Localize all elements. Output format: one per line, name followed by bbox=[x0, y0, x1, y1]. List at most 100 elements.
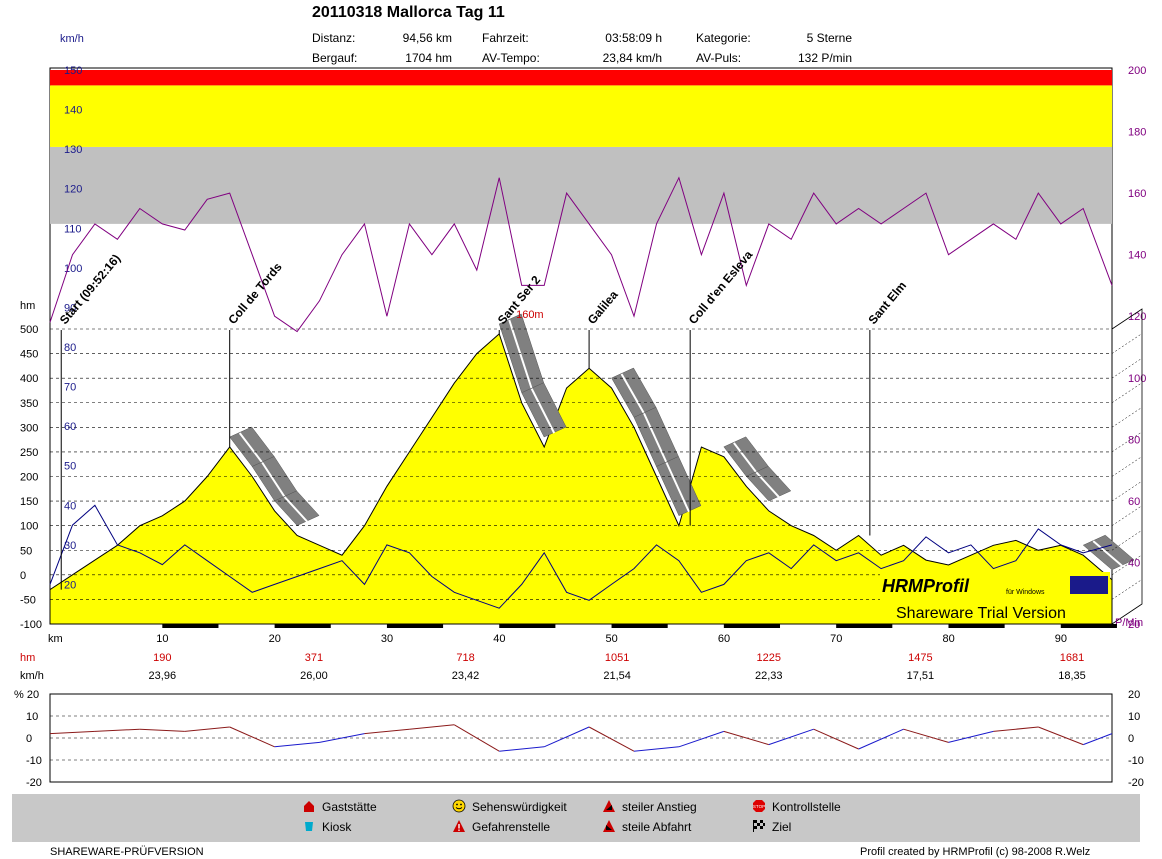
stat-value: 03:58:09 h bbox=[605, 31, 662, 45]
descent-band bbox=[521, 382, 567, 438]
speed-line bbox=[49, 504, 1113, 609]
speed-tick-label: 150 bbox=[64, 65, 82, 77]
watermark-trial: Shareware Trial Version bbox=[896, 605, 1066, 622]
stat-value: 5 Sterne bbox=[806, 31, 852, 45]
distance-tick-label: 80 bbox=[942, 633, 954, 645]
pulse-unit-label: P/Min bbox=[1115, 617, 1143, 629]
grade-segment bbox=[723, 730, 769, 746]
stop-icon: STOP bbox=[752, 799, 766, 813]
descent-band-line bbox=[238, 432, 263, 464]
grade-segment bbox=[229, 726, 275, 748]
legend-label: steile Abfahrt bbox=[622, 820, 692, 834]
finish-flag-icon bbox=[752, 819, 766, 833]
grade-segment bbox=[903, 728, 949, 743]
pulse-tick-label: 20 bbox=[1128, 619, 1140, 631]
grade-segment bbox=[409, 724, 455, 730]
distance-bar-segment bbox=[162, 624, 219, 628]
distance-bar-segment bbox=[1060, 624, 1117, 628]
speed-tick-label: 60 bbox=[64, 421, 76, 433]
segment-row-value: 18,35 bbox=[1058, 670, 1086, 682]
distance-bar-segment bbox=[499, 624, 556, 628]
speed-tick-label: 90 bbox=[64, 302, 76, 314]
segment-row-value: 17,51 bbox=[907, 670, 935, 682]
grade-segment bbox=[499, 746, 545, 752]
stat-label: Bergauf: bbox=[312, 51, 358, 65]
pulse-tick-label: 80 bbox=[1128, 434, 1140, 446]
steep-down-icon bbox=[602, 819, 616, 833]
frame-3d-tick bbox=[1111, 579, 1143, 600]
stat-label: Fahrzeit: bbox=[482, 31, 529, 45]
grade-segment bbox=[319, 733, 365, 743]
footer-left: SHAREWARE-PRÜFVERSION bbox=[50, 846, 204, 858]
altitude-unit-label: hm bbox=[20, 300, 35, 312]
legend-item: Ziel bbox=[752, 819, 791, 834]
stat-label: AV-Puls: bbox=[696, 51, 742, 65]
legend-item: steiler Anstieg bbox=[602, 799, 697, 814]
descent-band-line bbox=[283, 496, 308, 523]
grade-tick-label: 10 bbox=[26, 711, 38, 723]
speed-tick-label: 20 bbox=[64, 579, 76, 591]
legend-item: Kiosk bbox=[302, 819, 351, 834]
speed-tick-label: 130 bbox=[64, 144, 82, 156]
descent-band-line bbox=[261, 461, 286, 498]
legend: Gaststätte Kiosk Sehenswürdigkeit Gefahrens… bbox=[12, 794, 1140, 842]
pulse-tick-label: 160 bbox=[1128, 188, 1146, 200]
segment-row-value: 23,96 bbox=[149, 670, 177, 682]
chart-title: 20110318 Mallorca Tag 11 bbox=[312, 4, 505, 21]
segment-row-value: 1051 bbox=[605, 652, 629, 664]
legend-label: Kontrollstelle bbox=[772, 800, 841, 814]
distance-tick-label: 10 bbox=[156, 633, 168, 645]
grade-segment bbox=[1038, 726, 1084, 746]
distance-tick-label: 30 bbox=[381, 633, 393, 645]
footer-right: Profil created by HRMProfil (c) 98-2008 … bbox=[860, 846, 1091, 858]
pulse-tick-label: 200 bbox=[1128, 65, 1146, 77]
grade-segment bbox=[858, 728, 904, 750]
descent-band-line bbox=[508, 319, 533, 390]
distance-bar-segment bbox=[723, 624, 781, 628]
distance-bar-segment bbox=[836, 624, 893, 628]
pulse-tick-label: 120 bbox=[1128, 311, 1146, 323]
grade-tick-label: -20 bbox=[26, 777, 42, 789]
pulse-line bbox=[49, 176, 1113, 333]
speed-tick-label: 40 bbox=[64, 500, 76, 512]
altitude-tick-label: -50 bbox=[20, 594, 36, 606]
descent-band-line bbox=[665, 462, 690, 513]
grade-tick-label: -10 bbox=[26, 755, 42, 767]
legend-label: Kiosk bbox=[322, 820, 352, 834]
distance-bar-segment bbox=[611, 624, 668, 628]
speed-tick-label: 120 bbox=[64, 184, 82, 196]
altitude-tick-label: 400 bbox=[20, 373, 38, 385]
legend-label: Gefahrenstelle bbox=[472, 820, 551, 834]
watermark-logo: HRMProfil bbox=[882, 576, 970, 596]
grade-segment bbox=[1083, 733, 1113, 746]
segment-row-value: 26,00 bbox=[300, 670, 328, 682]
descent-band-line bbox=[733, 442, 758, 473]
grade-tick-label-right: 20 bbox=[1128, 689, 1140, 701]
speed-tick-label: 70 bbox=[64, 382, 76, 394]
speed-tick-label: 110 bbox=[64, 223, 82, 235]
pulse-tick-label: 180 bbox=[1128, 127, 1146, 139]
legend-item: Gefahrenstelle bbox=[452, 819, 550, 834]
segment-row-value: 190 bbox=[153, 652, 171, 664]
grade-tick-label-right: 0 bbox=[1128, 733, 1134, 745]
segment-row-value: 718 bbox=[456, 652, 474, 664]
altitude-tick-label: -100 bbox=[20, 619, 42, 631]
stat-value: 94,56 km bbox=[402, 31, 452, 45]
descent-band-line bbox=[1092, 540, 1123, 567]
legend-item: STOP Kontrollstelle bbox=[752, 799, 841, 814]
segment-row-value: 22,33 bbox=[755, 670, 783, 682]
legend-item: Gaststätte bbox=[302, 799, 377, 814]
altitude-tick-label: 250 bbox=[20, 447, 38, 459]
pulse-tick-label: 60 bbox=[1128, 496, 1140, 508]
stat-value: 1704 hm bbox=[405, 51, 452, 65]
grade-tick-label: % 20 bbox=[14, 689, 39, 701]
grade-tick-label: 0 bbox=[26, 733, 32, 745]
pulse-zone bbox=[50, 70, 1112, 86]
smiley-icon bbox=[452, 799, 466, 813]
warning-icon bbox=[452, 819, 466, 833]
segment-row-value: 371 bbox=[305, 652, 323, 664]
frame-3d bbox=[1111, 308, 1143, 625]
altitude-tick-label: 450 bbox=[20, 349, 38, 361]
pulse-160m-label: 160m bbox=[516, 309, 544, 321]
distance-tick-label: 50 bbox=[606, 633, 618, 645]
